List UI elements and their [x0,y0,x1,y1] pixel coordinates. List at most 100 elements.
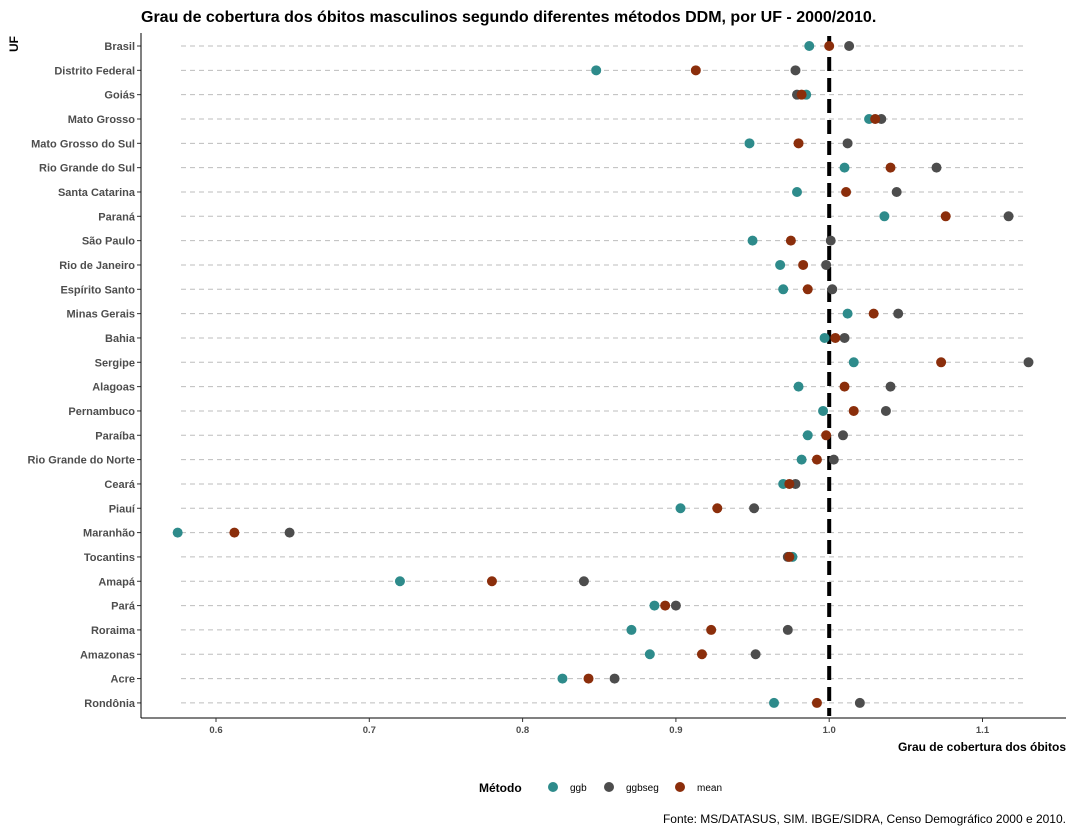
y-tick-label: Espírito Santo [60,284,135,296]
point-ggb [626,624,637,635]
y-tick-label: Rondônia [84,698,136,710]
point-ggbseg [837,430,848,441]
point-ggb [793,381,804,392]
point-ggbseg [821,259,832,270]
point-ggb [591,65,602,76]
point-mean [870,113,881,124]
point-mean [936,357,947,368]
point-ggb [557,673,568,684]
point-ggb [848,357,859,368]
x-tick-label: 0.7 [363,725,376,736]
y-tick-label: Amapá [98,576,136,588]
point-mean [811,454,822,465]
y-tick-label: Roraima [91,625,136,637]
point-ggb [744,138,755,149]
point-ggbseg [790,65,801,76]
point-mean [885,162,896,173]
point-ggbseg [284,527,295,538]
y-tick-label: Paraná [98,211,136,223]
chart-title: Grau de cobertura dos óbitos masculinos … [141,9,876,26]
y-tick-label: Rio Grande do Norte [27,455,135,467]
point-ggb [818,405,829,416]
y-tick-label: Tocantins [84,552,135,564]
point-mean [940,211,951,222]
point-ggb [769,697,780,708]
point-mean [848,405,859,416]
point-ggb [778,284,789,295]
x-tick-labels: 0.6 0.7 0.8 0.9 1.0 1.1 [209,725,989,736]
point-ggb [172,527,183,538]
y-tick-label: Santa Catarina [58,187,136,199]
point-ggbseg [885,381,896,392]
point-mean [811,697,822,708]
y-tick-label: Distrito Federal [54,65,135,77]
y-tick-label: Pará [111,601,136,613]
legend-label-ggbseg: ggbseg [626,783,659,794]
x-axis-label: Grau de cobertura dos óbitos [898,740,1066,754]
point-mean [839,381,850,392]
point-ggb [842,308,853,319]
point-ggbseg [891,186,902,197]
legend-title: Método [479,781,522,795]
point-ggbseg [854,697,865,708]
caption: Fonte: MS/DATASUS, SIM. IBGE/SIDRA, Cens… [663,812,1066,826]
point-mean [821,430,832,441]
x-tick-label: 1.1 [976,725,990,736]
y-tick-label: Goiás [104,90,135,102]
point-ggbseg [825,235,836,246]
point-mean [796,89,807,100]
data-points [172,41,1034,708]
y-tick-label: Brasil [104,41,135,53]
legend-label-ggb: ggb [570,783,587,794]
point-ggb [394,576,405,587]
y-tick-label: Minas Gerais [67,309,135,321]
point-ggbseg [844,41,855,51]
point-mean [802,284,813,295]
y-tick-label: São Paulo [82,236,135,248]
y-tick-label: Bahia [105,333,136,345]
point-mean [830,332,841,343]
point-ggbseg [893,308,904,319]
point-mean [712,503,723,514]
point-ggbseg [1003,211,1014,222]
y-tick-label: Alagoas [92,382,135,394]
y-tick-label: Mato Grosso do Sul [31,138,135,150]
point-ggb [804,41,815,51]
point-mean [784,478,795,489]
legend-label-mean: mean [697,783,722,794]
point-ggbseg [749,503,760,514]
y-tick-label: Ceará [104,479,135,491]
point-mean [824,41,835,51]
y-tick-label: Piauí [109,503,136,515]
point-ggb [675,503,686,514]
y-tick-labels: Brasil Distrito Federal Goiás Mato Grosso Ma… [27,41,135,710]
legend-key-mean [675,782,685,792]
point-mean [798,259,809,270]
axes [137,33,1066,722]
point-ggb [819,332,830,343]
point-ggb [792,186,803,197]
point-ggb [879,211,890,222]
point-mean [784,551,795,562]
point-ggb [747,235,758,246]
x-tick-label: 0.9 [669,725,682,736]
y-axis-label: UF [7,36,21,52]
y-tick-label: Sergipe [95,357,135,369]
y-tick-label: Paraíba [95,430,136,442]
legend-items: ggb ggbseg mean [548,782,722,794]
point-mean [868,308,879,319]
point-mean [660,600,671,611]
point-ggbseg [827,284,838,295]
point-ggbseg [750,649,761,660]
legend-key-ggbseg [604,782,614,792]
point-ggbseg [609,673,620,684]
point-ggb [796,454,807,465]
point-mean [583,673,594,684]
point-ggbseg [670,600,681,611]
x-tick-label: 0.6 [209,725,222,736]
y-tick-label: Pernambuco [68,406,135,418]
legend-key-ggb [548,782,558,792]
point-ggb [839,162,850,173]
point-mean [696,649,707,660]
